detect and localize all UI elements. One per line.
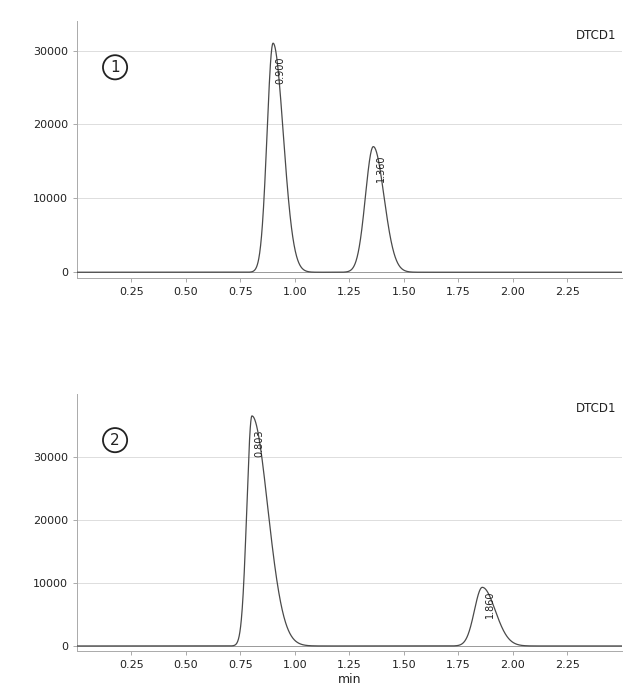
Text: DTCD1: DTCD1 [576,29,617,42]
Text: DTCD1: DTCD1 [576,402,617,414]
Text: 0.803: 0.803 [254,430,265,457]
Text: 0.900: 0.900 [276,57,286,85]
Text: 1.360: 1.360 [376,154,386,182]
Text: 1.860: 1.860 [485,591,495,618]
Text: 1: 1 [110,60,120,75]
Text: 2: 2 [110,433,120,447]
X-axis label: min: min [338,673,361,686]
